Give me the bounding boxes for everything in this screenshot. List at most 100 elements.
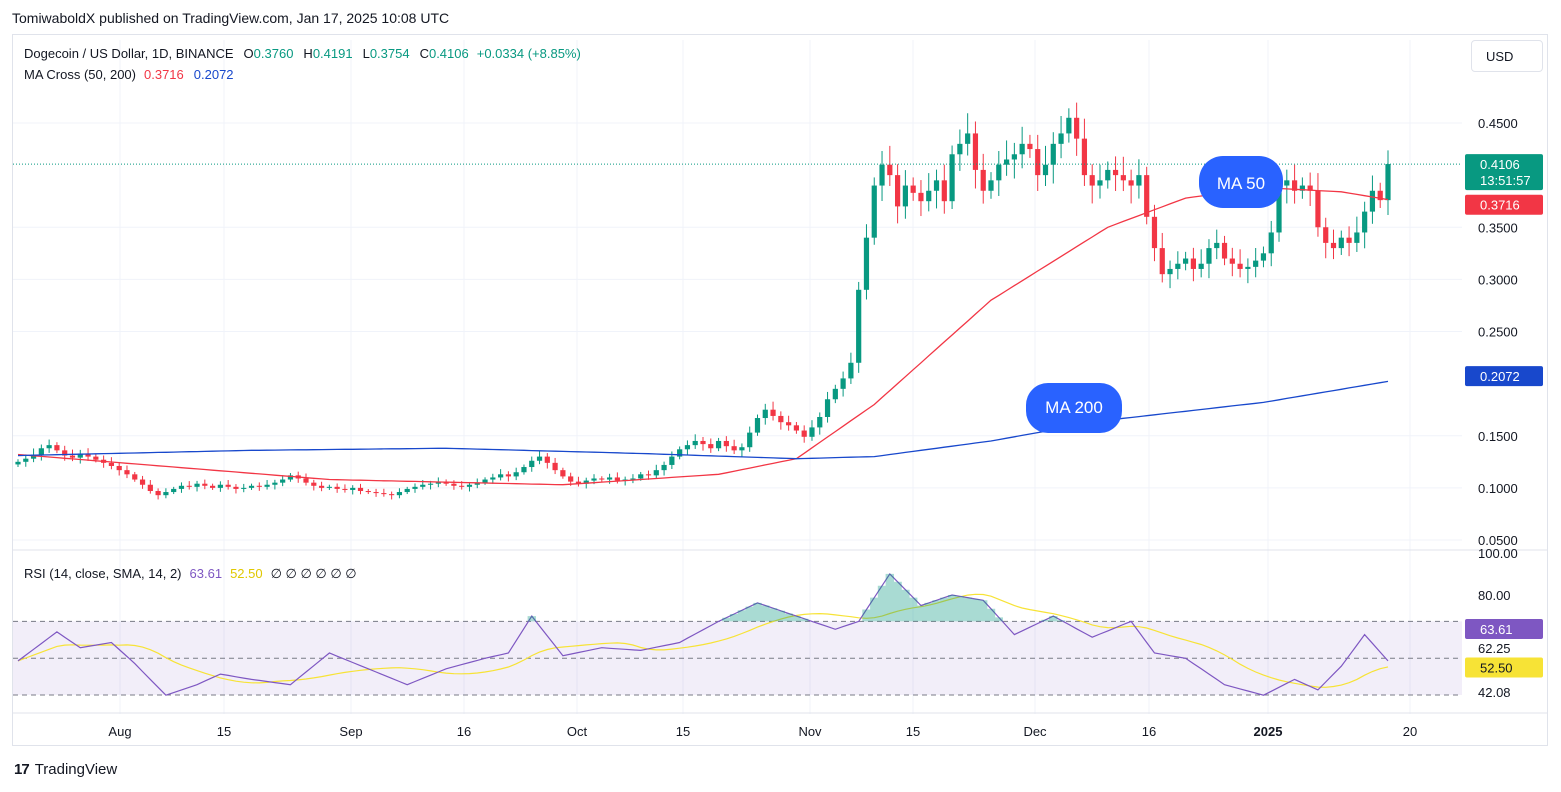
rsi-label[interactable]: RSI (14, close, SMA, 14, 2) (24, 566, 182, 581)
candle-body (1167, 268, 1173, 275)
time-tick-label: Nov (798, 724, 822, 739)
candle-body (972, 133, 979, 170)
candle-body (420, 484, 426, 487)
rsi-legend: RSI (14, close, SMA, 14, 2) 63.61 52.50 ∅ ∅… (24, 566, 361, 582)
candle-body (677, 449, 683, 457)
price-tick-label: 0.1500 (1478, 429, 1518, 444)
candle-body (1315, 190, 1321, 228)
candle-body (505, 474, 511, 477)
rsi-sma-line (17, 593, 1389, 688)
candle-body (248, 485, 255, 488)
candle-body (1074, 117, 1080, 139)
rsi-sma-tag-bg (1465, 657, 1543, 678)
candle-body (933, 180, 940, 191)
candle-body (194, 483, 200, 487)
candle-body (85, 453, 91, 457)
candle-body (793, 425, 800, 431)
candle-body (108, 462, 115, 466)
candle-body (326, 486, 332, 488)
tradingview-footer: 17 TradingView (14, 761, 117, 778)
price-tick-label: 0.4500 (1478, 116, 1518, 131)
candle-body (396, 492, 403, 496)
last-price-tag: 13:51:57 (1480, 173, 1531, 188)
candle-body (1081, 138, 1088, 176)
candle-body (1151, 216, 1158, 249)
candle-body (1330, 242, 1337, 249)
price-tick-label: 0.3500 (1478, 220, 1518, 235)
candle-body (840, 378, 846, 389)
candle-body (754, 418, 761, 433)
candle-body (809, 427, 815, 437)
candle-body (786, 422, 792, 426)
candle-body (490, 477, 496, 480)
candle-body (1260, 253, 1267, 261)
brand-name: TradingView (34, 761, 118, 778)
time-tick-label: 16 (1142, 724, 1156, 739)
candle-body (233, 486, 239, 489)
candle-body (1245, 266, 1251, 269)
candle-body (1338, 237, 1344, 249)
candle-body (147, 484, 153, 492)
open-value: 0.3760 (253, 46, 294, 61)
candle-body (1268, 232, 1274, 254)
candle-body (1198, 263, 1204, 269)
candle-body (373, 492, 379, 494)
ma50-value: 0.3716 (144, 67, 184, 82)
candle-body (116, 465, 122, 471)
candle-body (466, 484, 473, 487)
time-tick-label: Sep (339, 724, 362, 739)
candle-body (132, 474, 138, 480)
candle-body (941, 180, 947, 202)
candle-body (949, 154, 955, 202)
candle-body (225, 484, 231, 487)
candle-body (1066, 117, 1072, 134)
candle-body (568, 476, 574, 482)
ma200-value: 0.2072 (193, 67, 234, 82)
rsi-tick-label: 80.00 (1478, 588, 1511, 603)
ma50-callout (1199, 156, 1283, 208)
candle-body (412, 486, 418, 489)
high-value: 0.4191 (312, 46, 353, 61)
candle-body (1089, 175, 1095, 186)
chart-frame (12, 34, 1548, 746)
candle-body (1214, 242, 1220, 249)
candle-body (365, 491, 371, 493)
candle-body (770, 409, 776, 416)
candle-body (264, 484, 270, 487)
candle-body (435, 481, 441, 484)
candle-body (482, 479, 488, 483)
candle-body (988, 180, 994, 191)
candle-body (653, 470, 659, 476)
candle-body (614, 477, 620, 481)
last-price-tag: 0.4106 (1480, 157, 1520, 172)
candle-body (311, 482, 317, 486)
candle-body (77, 453, 83, 458)
symbol-name[interactable]: Dogecoin / US Dollar, 1D, BINANCE (24, 46, 234, 61)
rsi-value-tag-bg (1465, 619, 1543, 639)
candle-body (139, 479, 146, 485)
candle-body (645, 474, 652, 476)
candle-body (1097, 180, 1103, 186)
candle-body (1058, 133, 1064, 144)
rsi-tick-label: 62.25 (1478, 641, 1511, 656)
candle-body (389, 494, 395, 496)
price-tick-label: 0.3000 (1478, 272, 1518, 287)
candle-body (692, 440, 698, 446)
ma50-callout-label: MA 50 (1217, 174, 1265, 193)
candle-body (427, 483, 434, 485)
candle-body (1354, 232, 1360, 243)
candle-body (381, 493, 387, 495)
ma200-callout (1026, 383, 1122, 433)
candle-body (1183, 258, 1189, 264)
candle-body (357, 487, 364, 492)
currency-button[interactable]: USD (1471, 40, 1543, 72)
candle-body (910, 185, 916, 193)
time-tick-label: Aug (108, 724, 131, 739)
rsi-sma-value: 52.50 (230, 566, 263, 581)
candle-body (536, 456, 543, 461)
candle-body (93, 456, 99, 460)
close-value: 0.4106 (428, 46, 469, 61)
ma-label[interactable]: MA Cross (50, 200) (24, 67, 136, 82)
candle-body (287, 475, 294, 480)
